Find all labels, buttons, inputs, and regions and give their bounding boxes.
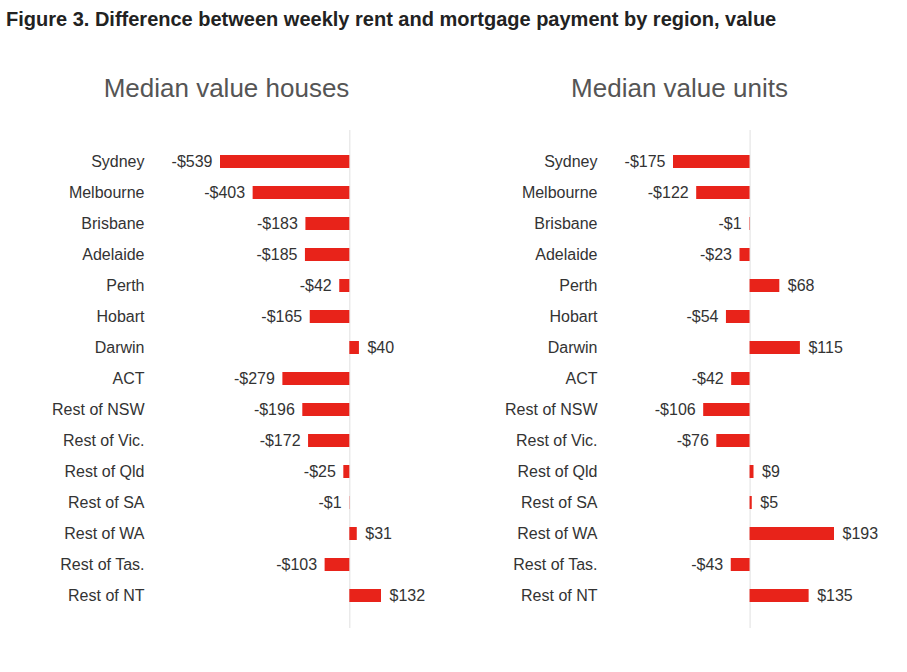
svg-text:-$54: -$54	[686, 308, 718, 325]
html-text:Figure 3. Difference between w: Figure 3. Difference between weekly rent…	[6, 8, 777, 30]
svg-text:Darwin: Darwin	[95, 339, 145, 356]
html-text:Median value houses: Median value houses	[103, 73, 350, 103]
svg-text:Rest of SA: Rest of SA	[68, 494, 145, 511]
svg-text:Rest of NT: Rest of NT	[68, 587, 145, 604]
svg-text:Rest of WA: Rest of WA	[517, 525, 598, 542]
svg-text:-$165: -$165	[261, 308, 302, 325]
svg-text:Brisbane: Brisbane	[81, 215, 144, 232]
svg-text:-$42: -$42	[692, 370, 724, 387]
svg-text:-$183: -$183	[257, 215, 298, 232]
svg-text:Adelaide: Adelaide	[82, 246, 144, 263]
svg-text:Rest of SA: Rest of SA	[521, 494, 598, 511]
html-text:Median value units: Median value units	[571, 73, 788, 103]
svg-text:-$1: -$1	[318, 494, 341, 511]
svg-text:$9: $9	[762, 463, 780, 480]
svg-text:Sydney: Sydney	[544, 153, 597, 170]
svg-text:Rest of NSW: Rest of NSW	[505, 401, 598, 418]
svg-text:-$185: -$185	[257, 246, 298, 263]
svg-text:$132: $132	[390, 587, 426, 604]
svg-text:-$175: -$175	[625, 153, 666, 170]
svg-text:-$76: -$76	[677, 432, 709, 449]
svg-text:-$43: -$43	[691, 556, 723, 573]
svg-text:-$196: -$196	[254, 401, 295, 418]
svg-text:Hobart: Hobart	[549, 308, 598, 325]
svg-text:$5: $5	[760, 494, 778, 511]
svg-text:$40: $40	[367, 339, 394, 356]
svg-text:Rest of Qld: Rest of Qld	[517, 463, 597, 480]
svg-text:Perth: Perth	[559, 277, 597, 294]
svg-text:-$23: -$23	[700, 246, 732, 263]
svg-text:$31: $31	[365, 525, 392, 542]
svg-text:Darwin: Darwin	[548, 339, 598, 356]
svg-text:-$103: -$103	[276, 556, 317, 573]
svg-text:Rest of Tas.: Rest of Tas.	[60, 556, 144, 573]
svg-text:Brisbane: Brisbane	[534, 215, 597, 232]
svg-text:-$403: -$403	[204, 184, 245, 201]
svg-text:Hobart: Hobart	[96, 308, 145, 325]
svg-text:-$539: -$539	[172, 153, 213, 170]
svg-text:$68: $68	[788, 277, 815, 294]
svg-text:$135: $135	[817, 587, 853, 604]
svg-text:-$122: -$122	[648, 184, 689, 201]
svg-text:Sydney: Sydney	[91, 153, 144, 170]
svg-text:Rest of Qld: Rest of Qld	[64, 463, 144, 480]
svg-text:Melbourne: Melbourne	[69, 184, 145, 201]
svg-text:-$25: -$25	[304, 463, 336, 480]
svg-text:-$42: -$42	[300, 277, 332, 294]
svg-text:ACT: ACT	[113, 370, 145, 387]
svg-text:Rest of Vic.: Rest of Vic.	[516, 432, 598, 449]
svg-text:ACT: ACT	[566, 370, 598, 387]
svg-text:-$1: -$1	[719, 215, 742, 232]
svg-text:Melbourne: Melbourne	[522, 184, 598, 201]
svg-text:-$106: -$106	[655, 401, 696, 418]
svg-text:$115: $115	[808, 339, 843, 356]
svg-text:Rest of Vic.: Rest of Vic.	[63, 432, 145, 449]
svg-text:Rest of NT: Rest of NT	[521, 587, 598, 604]
svg-text:-$172: -$172	[260, 432, 301, 449]
svg-text:Rest of NSW: Rest of NSW	[52, 401, 145, 418]
svg-text:Perth: Perth	[106, 277, 144, 294]
svg-text:Adelaide: Adelaide	[535, 246, 597, 263]
svg-text:-$279: -$279	[234, 370, 275, 387]
svg-text:Rest of Tas.: Rest of Tas.	[513, 556, 597, 573]
svg-text:$193: $193	[843, 525, 879, 542]
svg-text:Rest of WA: Rest of WA	[64, 525, 145, 542]
